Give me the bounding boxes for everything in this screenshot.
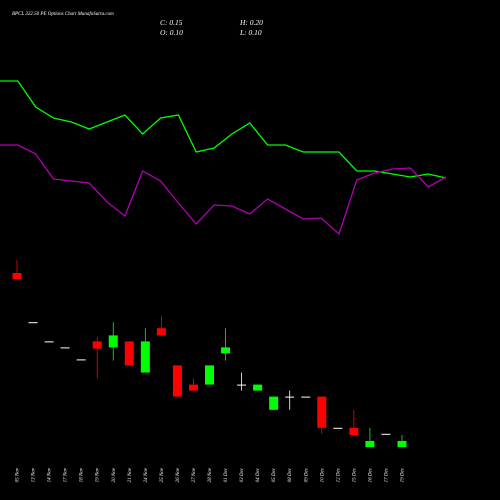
x-tick-label: 25 Nov <box>160 467 165 482</box>
x-tick-label: 03 Dec <box>240 467 245 482</box>
x-tick-label: 08 Dec <box>288 467 293 482</box>
candle-body <box>140 341 150 373</box>
candle-body <box>44 341 54 343</box>
x-tick-label: 17 Dec <box>384 467 389 482</box>
x-tick-label: 12 Dec <box>336 467 341 482</box>
candle-body <box>333 427 343 429</box>
open-label: O: 0.10 <box>160 28 183 37</box>
candle-body <box>28 322 38 324</box>
x-tick-label: 24 Nov <box>144 467 149 482</box>
candle-body <box>221 347 231 354</box>
candle-body <box>12 273 22 279</box>
x-tick-label: 05 Nov <box>16 467 21 482</box>
candle-body <box>365 441 375 447</box>
candle-body <box>253 384 263 391</box>
high-label: H: 0.20 <box>239 18 263 27</box>
chart-title: BPCL 322.50 PE Options Chart MunafaSutra… <box>12 12 114 17</box>
candle-body <box>188 384 198 391</box>
candle-body <box>317 396 327 428</box>
candle-body <box>172 365 182 397</box>
x-tick-label: 14 Nov <box>48 467 53 482</box>
candle-body <box>381 433 391 435</box>
candle-body <box>237 384 247 386</box>
x-tick-label: 26 Nov <box>176 467 181 482</box>
candle-body <box>76 359 86 361</box>
candle-body <box>349 427 359 435</box>
candle-body <box>60 347 70 349</box>
x-tick-label: 15 Dec <box>352 467 357 482</box>
candle-body <box>397 441 407 447</box>
x-tick-label: 27 Nov <box>192 467 197 482</box>
close-label: C: 0.15 <box>160 18 183 27</box>
x-tick-label: 01 Dec <box>224 467 229 482</box>
x-tick-label: 17 Nov <box>64 467 69 482</box>
low-label: L: 0.10 <box>239 28 262 37</box>
x-tick-label: 05 Dec <box>272 467 277 482</box>
x-tick-label: 21 Nov <box>128 467 133 482</box>
indicator-line <box>0 144 447 236</box>
x-tick-label: 16 Dec <box>368 467 373 482</box>
indicator-line <box>0 80 447 179</box>
x-tick-label: 04 Dec <box>256 467 261 482</box>
candle-body <box>156 328 166 336</box>
candle-body <box>92 341 102 349</box>
x-tick-label: 28 Nov <box>208 467 213 482</box>
x-tick-label: 19 Dec <box>401 467 406 482</box>
candle-body <box>269 396 279 410</box>
x-tick-label: 13 Nov <box>32 467 37 482</box>
x-tick-label: 19 Nov <box>96 467 101 482</box>
candle-body <box>301 396 311 398</box>
x-tick-label: 18 Nov <box>80 467 85 482</box>
x-tick-label: 20 Nov <box>112 467 117 482</box>
candle-body <box>285 396 295 398</box>
x-tick-label: 09 Dec <box>304 467 309 482</box>
x-tick-label: 10 Dec <box>320 467 325 482</box>
candle-body <box>205 365 214 385</box>
candle-body <box>108 335 118 348</box>
candle-body <box>124 341 134 366</box>
